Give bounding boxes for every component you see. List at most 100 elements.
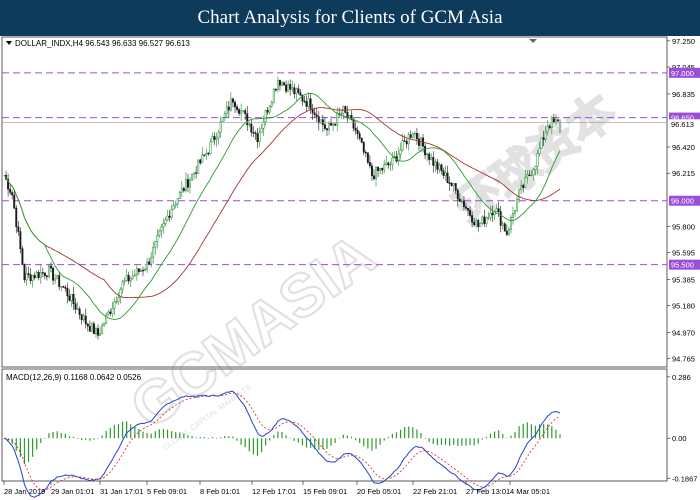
candle-body bbox=[39, 272, 42, 278]
level-label: 95.500 bbox=[671, 261, 694, 270]
candle-body bbox=[475, 220, 478, 226]
candle-body bbox=[487, 217, 490, 219]
candle-body bbox=[207, 152, 210, 155]
macd-histogram-bar bbox=[359, 438, 361, 443]
macd-histogram-bar bbox=[105, 430, 107, 439]
candle-body bbox=[248, 123, 251, 126]
candle-body bbox=[514, 209, 516, 214]
candle-body bbox=[105, 314, 108, 324]
macd-tick-label: 0.00 bbox=[672, 434, 687, 443]
candle-body bbox=[387, 162, 390, 166]
candle-body bbox=[84, 315, 87, 325]
candle-body bbox=[311, 109, 314, 114]
macd-histogram-bar bbox=[334, 438, 336, 443]
candle-body bbox=[154, 241, 157, 248]
time-axis-label: 27 Feb 13:01 bbox=[466, 487, 510, 496]
candle-body bbox=[299, 92, 302, 96]
collapse-triangle-icon[interactable] bbox=[6, 41, 12, 45]
candle-body bbox=[507, 229, 510, 235]
candle-body bbox=[491, 212, 494, 216]
macd-histogram-bar bbox=[432, 438, 434, 445]
candle-body bbox=[469, 209, 472, 216]
current-price-marker: 96.613 bbox=[2, 119, 700, 129]
price-tick-label: 95.800 bbox=[672, 222, 695, 231]
candle-body bbox=[528, 174, 531, 176]
macd-histogram-bar bbox=[289, 437, 291, 439]
macd-histogram-bar bbox=[436, 438, 438, 446]
candle-body bbox=[37, 272, 40, 278]
macd-histogram-bar bbox=[543, 423, 545, 439]
macd-histogram-bar bbox=[555, 429, 557, 439]
candle-body bbox=[82, 315, 85, 321]
macd-histogram-bar bbox=[44, 437, 46, 439]
macd-histogram-bar bbox=[412, 427, 414, 439]
candle-body bbox=[375, 166, 377, 179]
candle-body bbox=[254, 132, 257, 134]
candle-body bbox=[440, 164, 443, 172]
candle-body bbox=[336, 113, 339, 126]
macd-histogram-bar bbox=[420, 432, 422, 439]
candle-body bbox=[330, 123, 333, 126]
time-axis-label: 5 Feb 09:01 bbox=[147, 487, 187, 496]
macd-histogram-bar bbox=[346, 435, 349, 439]
candle-body bbox=[180, 188, 183, 193]
macd-histogram-bar bbox=[64, 433, 66, 439]
macd-histogram-bar bbox=[371, 438, 373, 451]
macd-histogram-bar bbox=[526, 422, 528, 439]
candle-body bbox=[495, 208, 498, 212]
candle-body bbox=[266, 110, 269, 113]
candle-body bbox=[462, 200, 465, 208]
candle-body bbox=[505, 230, 508, 235]
candle-body bbox=[139, 269, 142, 272]
candle-body bbox=[189, 179, 191, 188]
macd-histogram-bar bbox=[183, 433, 185, 439]
macd-histogram-bar bbox=[481, 438, 483, 440]
macd-histogram-bar bbox=[256, 438, 259, 456]
macd-histogram-bar bbox=[121, 421, 124, 439]
candle-body bbox=[25, 273, 28, 281]
candle-body bbox=[415, 133, 418, 140]
candle-body bbox=[11, 192, 14, 196]
macd-histogram-bar bbox=[314, 438, 316, 450]
price-tick-label: 95.180 bbox=[672, 302, 695, 311]
macd-histogram-bar bbox=[399, 429, 402, 439]
macd-histogram-bar bbox=[395, 432, 398, 439]
candle-body bbox=[559, 122, 561, 132]
macd-histogram-bar bbox=[363, 438, 365, 447]
candle-body bbox=[516, 198, 519, 211]
macd-histogram-bar bbox=[449, 438, 451, 446]
macd-histogram-bar bbox=[477, 438, 479, 444]
candle-body bbox=[344, 106, 347, 113]
trading-chart[interactable]: GCMASIA 环球资本 GLOBAL CAPITAL MARKETS DOLL… bbox=[0, 36, 700, 500]
macd-histogram-bar bbox=[199, 436, 201, 439]
macd-histogram-bar bbox=[444, 438, 447, 445]
macd-histogram-bar bbox=[534, 425, 537, 439]
macd-histogram-bar bbox=[342, 434, 344, 439]
macd-histogram-bar bbox=[379, 438, 381, 445]
macd-histogram-bar bbox=[318, 438, 320, 450]
candle-body bbox=[193, 172, 196, 175]
watermark: GCMASIA 环球资本 GLOBAL CAPITAL MARKETS bbox=[117, 82, 626, 453]
time-axis-label: 28 Jan 2019 bbox=[4, 487, 45, 496]
candle-body bbox=[123, 280, 126, 283]
candle-body bbox=[113, 301, 116, 309]
macd-histogram-bar bbox=[493, 431, 496, 439]
candle-body bbox=[326, 128, 328, 131]
macd-histogram-bar bbox=[285, 435, 287, 439]
price-tick-label: 96.215 bbox=[672, 169, 695, 178]
candle-body bbox=[156, 235, 159, 242]
candle-body bbox=[195, 172, 198, 174]
candle-body bbox=[417, 138, 420, 146]
candle-body bbox=[164, 219, 167, 224]
candle-body bbox=[465, 206, 467, 209]
candle-body bbox=[350, 115, 353, 120]
macd-histogram-bar bbox=[48, 433, 50, 439]
macd-histogram-bar bbox=[506, 437, 508, 439]
macd-histogram bbox=[7, 421, 561, 465]
candle-body bbox=[352, 119, 355, 129]
candlesticks bbox=[5, 76, 561, 340]
macd-histogram-bar bbox=[162, 428, 165, 439]
macd-histogram-bar bbox=[305, 438, 308, 448]
price-pane-frame bbox=[1, 36, 668, 368]
macd-histogram-bar bbox=[72, 436, 75, 439]
